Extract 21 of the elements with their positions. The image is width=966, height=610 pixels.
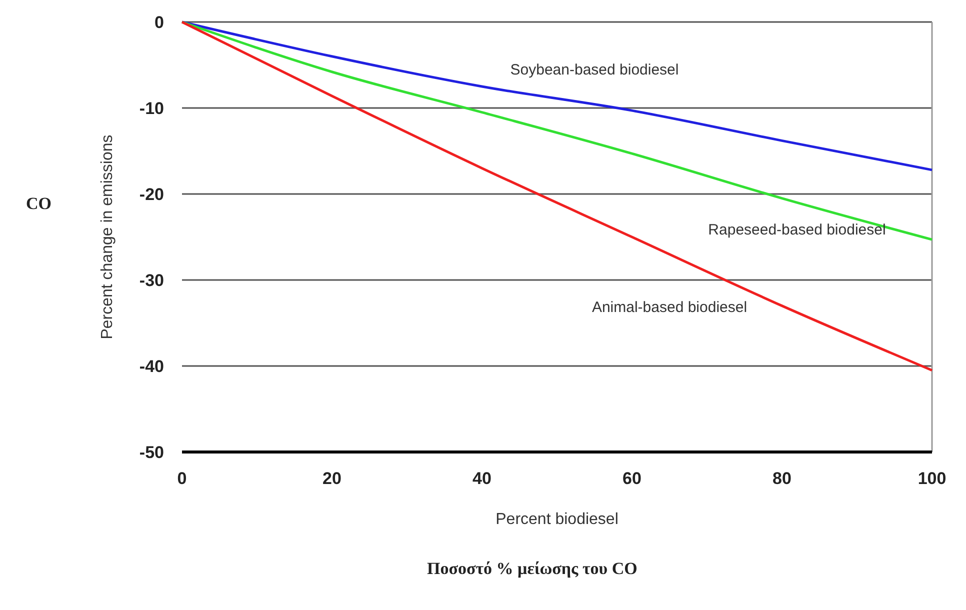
series-label: Rapeseed-based biodiesel <box>708 221 886 238</box>
x-tick-label: 40 <box>472 469 492 488</box>
x-axis-title: Percent biodiesel <box>496 511 618 528</box>
y-axis-title: Percent change in emissions <box>99 134 116 340</box>
y-tick-label: -10 <box>139 99 164 118</box>
x-tick-label: 60 <box>622 469 642 488</box>
x-tick-label: 100 <box>918 469 946 488</box>
x-tick-label: 80 <box>772 469 792 488</box>
y-tick-label: -20 <box>139 185 164 204</box>
x-tick-label: 0 <box>177 469 187 488</box>
y-tick-label: -30 <box>139 271 164 290</box>
text: CO <box>26 194 52 213</box>
y-tick-label: 0 <box>154 13 164 32</box>
line-series <box>180 20 934 372</box>
series-label: Animal-based biodiesel <box>592 299 748 316</box>
text: Ποσοστό % μείωσης του CO <box>427 559 638 578</box>
x-tick-label: 20 <box>322 469 342 488</box>
y-tick-label: -40 <box>139 357 164 376</box>
y-tick-label: -50 <box>139 443 164 462</box>
series-label: Soybean-based biodiesel <box>510 62 679 79</box>
line-series <box>180 20 934 172</box>
